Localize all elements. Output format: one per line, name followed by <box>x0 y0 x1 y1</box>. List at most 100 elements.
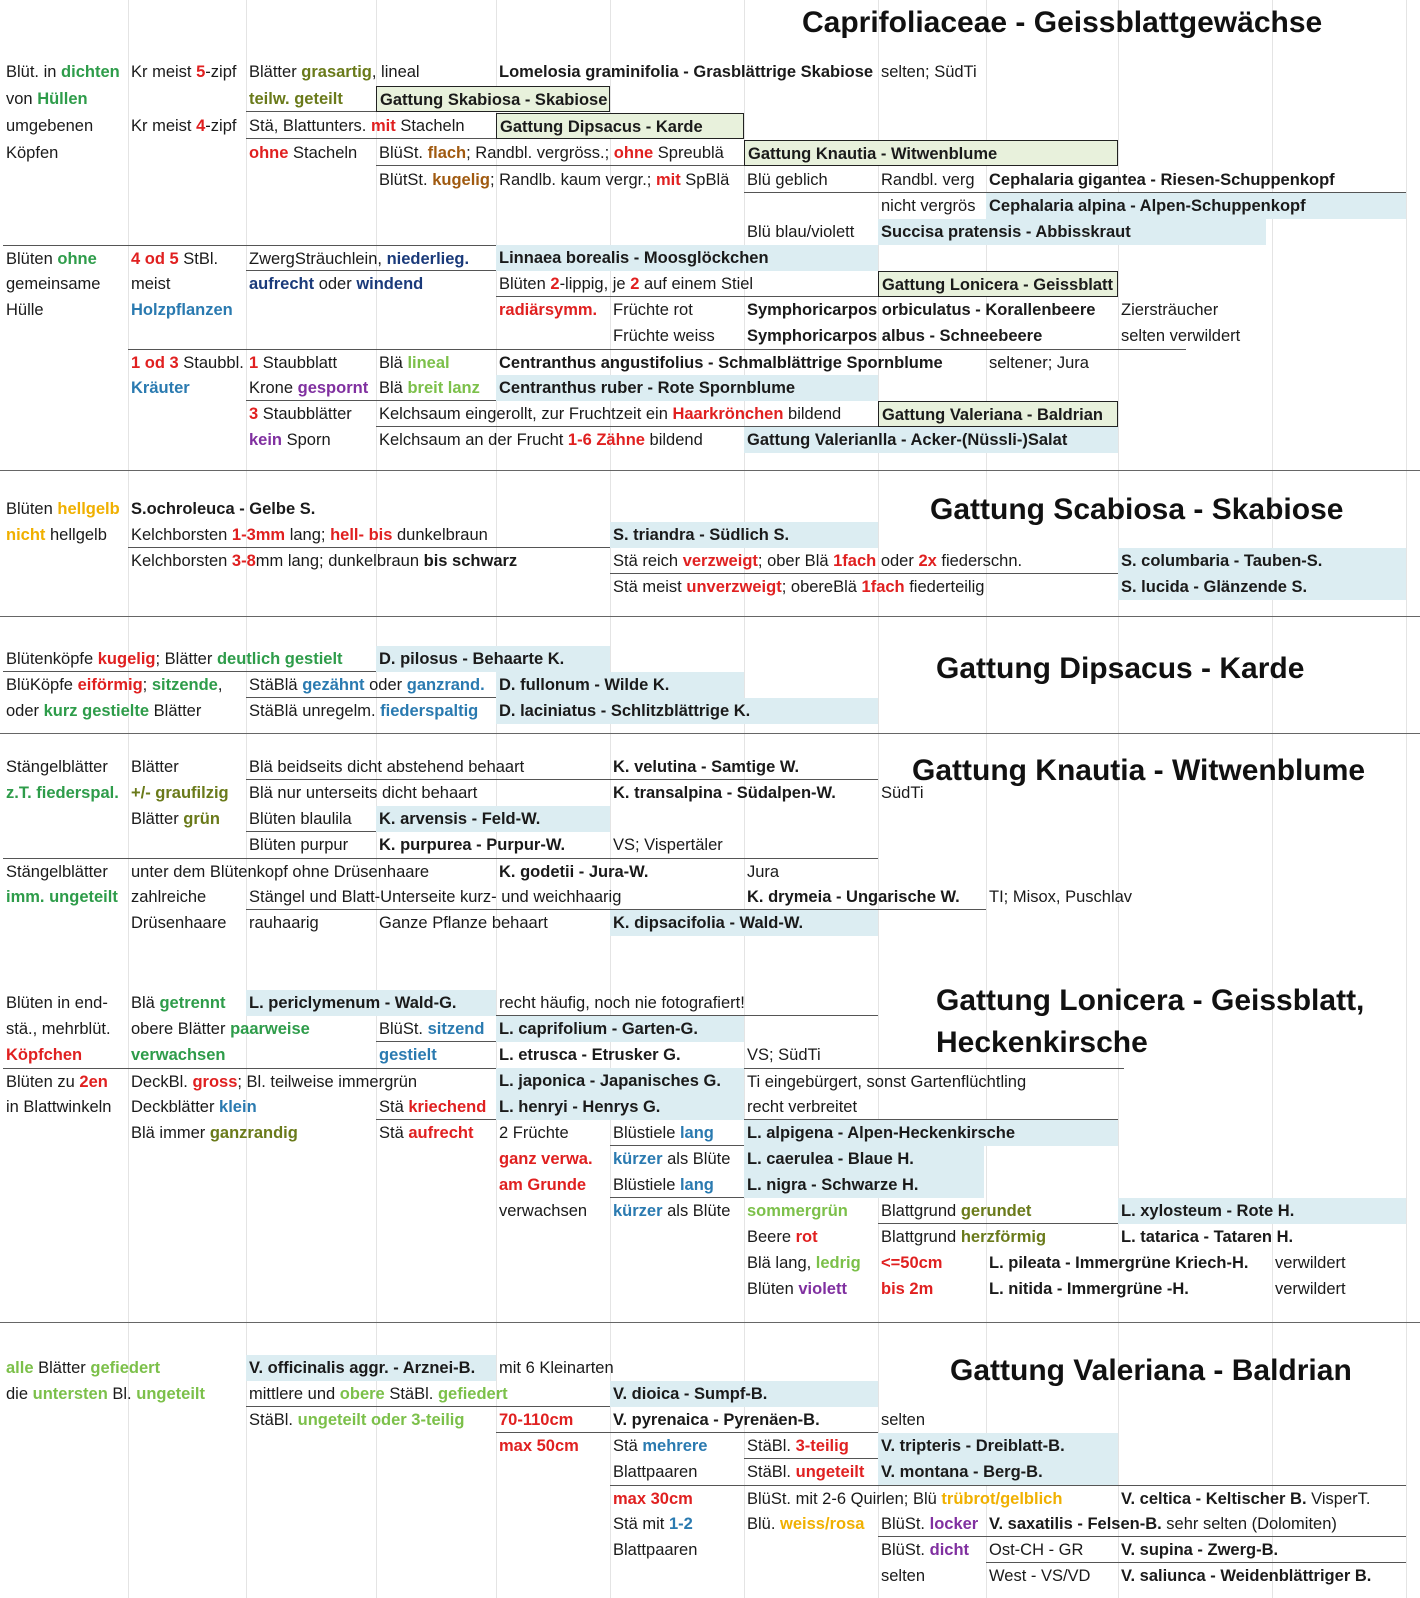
table-cell[interactable]: meist <box>128 271 246 297</box>
table-cell[interactable]: Blä lineal <box>376 349 496 375</box>
table-cell[interactable]: aufrecht oder windend <box>246 271 496 297</box>
table-cell[interactable]: Blattpaaren <box>610 1537 744 1563</box>
table-cell[interactable]: D. laciniatus - Schlitzblättrige K. <box>496 698 878 724</box>
table-cell[interactable]: selten <box>878 1563 986 1589</box>
table-cell[interactable]: imm. ungeteilt <box>3 884 128 910</box>
table-cell[interactable]: StäBl. 3-teilig <box>744 1433 878 1459</box>
table-cell[interactable]: Stä meist unverzweigt; obereBlä 1fach fi… <box>610 574 1118 600</box>
table-cell[interactable]: BlüSt. sitzend <box>376 1016 496 1042</box>
table-cell[interactable]: StäBlä gezähnt oder ganzrand. <box>246 672 496 698</box>
table-cell[interactable]: seltener; Jura <box>986 349 1186 375</box>
table-cell[interactable]: Symphoricarpos orbiculatus - Korallenbee… <box>744 297 1118 323</box>
table-cell[interactable]: L. nitida - Immergrüne -H. <box>986 1276 1272 1302</box>
table-cell[interactable]: mittlere und obere StäBl. gefiedert <box>246 1381 610 1407</box>
table-cell[interactable]: Ost-CH - GR <box>986 1537 1118 1563</box>
table-cell[interactable]: Gattung Knautia - Witwenblume <box>744 140 1118 166</box>
table-cell[interactable]: z.T. fiederspal. <box>3 780 128 806</box>
table-cell[interactable]: Köpfchen <box>3 1042 128 1068</box>
table-cell[interactable]: 2 Früchte <box>496 1120 610 1146</box>
table-cell[interactable]: ohne Stacheln <box>246 140 376 166</box>
table-cell[interactable]: BlütSt. kugelig; Randlb. kaum vergr.; mi… <box>376 167 744 193</box>
table-cell[interactable]: Symphoricarpos albus - Schneebeere <box>744 323 1118 349</box>
table-cell[interactable]: S. lucida - Glänzende S. <box>1118 574 1406 600</box>
table-cell[interactable]: Blüten zu 2en <box>3 1068 128 1094</box>
table-cell[interactable]: S. triandra - Südlich S. <box>610 522 878 548</box>
table-cell[interactable]: selten verwildert <box>1118 323 1318 349</box>
table-cell[interactable]: die untersten Bl. ungeteilt <box>3 1381 246 1407</box>
table-cell[interactable]: Früchte weiss <box>610 323 744 349</box>
table-cell[interactable]: Blüten hellgelb <box>3 496 128 522</box>
table-cell[interactable]: Blü geblich <box>744 167 878 193</box>
table-cell[interactable]: Kräuter <box>128 375 246 401</box>
table-cell[interactable]: BlüSt. mit 2-6 Quirlen; Blü trübrot/gelb… <box>744 1485 1118 1511</box>
table-cell[interactable]: obere Blätter paarweise <box>128 1016 376 1042</box>
table-cell[interactable]: VS; SüdTi <box>744 1042 944 1068</box>
table-cell[interactable]: recht häufig, noch nie fotografiert! <box>496 990 878 1016</box>
table-cell[interactable]: ganz verwa. <box>496 1146 610 1172</box>
table-cell[interactable]: West - VS/VD <box>986 1563 1118 1589</box>
table-cell[interactable]: V. tripteris - Dreiblatt-B. <box>878 1433 1118 1459</box>
table-cell[interactable]: max 30cm <box>610 1485 744 1511</box>
table-cell[interactable]: verwachsen <box>496 1198 610 1224</box>
table-cell[interactable]: Kelchsaum eingerollt, zur Fruchtzeit ein… <box>376 401 878 427</box>
table-cell[interactable]: Centranthus ruber - Rote Spornblume <box>496 375 878 401</box>
table-cell[interactable]: Gattung Lonicera - Geissblatt <box>878 271 1118 297</box>
table-cell[interactable]: Blä beidseits dicht abstehend behaart <box>246 754 610 780</box>
table-cell[interactable]: <=50cm <box>878 1250 986 1276</box>
table-cell[interactable]: L. caprifolium - Garten-G. <box>496 1016 744 1042</box>
table-cell[interactable]: Kr meist 4-zipf <box>128 113 246 139</box>
table-cell[interactable]: radiärsymm. <box>496 297 610 323</box>
table-cell[interactable]: BlüKöpfe eiförmig; sitzende, <box>3 672 246 698</box>
table-cell[interactable]: L. henryi - Henrys G. <box>496 1094 744 1120</box>
table-cell[interactable]: Blüt. in dichten <box>3 59 128 85</box>
table-cell[interactable]: Ganze Pflanze behaart <box>376 910 610 936</box>
table-cell[interactable]: verwachsen <box>128 1042 376 1068</box>
table-cell[interactable]: Stä mehrere <box>610 1433 744 1459</box>
table-cell[interactable]: Kelchborsten 1-3mm lang; hell- bis dunke… <box>128 522 610 548</box>
table-cell[interactable]: V. pyrenaica - Pyrenäen-B. <box>610 1407 878 1433</box>
table-cell[interactable]: Succisa pratensis - Abbisskraut <box>878 219 1266 245</box>
table-cell[interactable]: 1 od 3 Staubbl. <box>128 349 246 375</box>
table-cell[interactable]: K. godetii - Jura-W. <box>496 858 744 884</box>
table-cell[interactable]: unter dem Blütenkopf ohne Drüsenhaare <box>128 858 496 884</box>
table-cell[interactable]: umgebenen <box>3 113 128 139</box>
table-cell[interactable]: V. celtica - Keltischer B. VisperT. <box>1118 1485 1406 1511</box>
table-cell[interactable]: Beere rot <box>744 1224 878 1250</box>
table-cell[interactable]: L. nigra - Schwarze H. <box>744 1172 984 1198</box>
table-cell[interactable]: Stä aufrecht <box>376 1120 496 1146</box>
table-cell[interactable]: V. dioica - Sumpf-B. <box>610 1381 878 1407</box>
table-cell[interactable]: BlüSt. flach; Randbl. vergröss.; ohne Sp… <box>376 140 744 166</box>
table-cell[interactable]: 3 Staubblätter <box>246 401 376 427</box>
table-cell[interactable]: 70-110cm <box>496 1407 610 1433</box>
table-cell[interactable]: Blattgrund gerundet <box>878 1198 1118 1224</box>
table-cell[interactable]: recht verbreitet <box>744 1094 1118 1120</box>
table-cell[interactable]: rauhaarig <box>246 910 376 936</box>
table-cell[interactable]: Blattgrund herzförmig <box>878 1224 1118 1250</box>
table-cell[interactable]: Deckblätter klein <box>128 1094 376 1120</box>
table-cell[interactable]: L. tatarica - Tataren H. <box>1118 1224 1406 1250</box>
table-cell[interactable]: K. purpurea - Purpur-W. <box>376 832 610 858</box>
table-cell[interactable]: Blüten in end- <box>3 990 128 1016</box>
table-cell[interactable]: StäBl. ungeteilt oder 3-teilig <box>246 1407 496 1433</box>
table-cell[interactable]: Hülle <box>3 297 128 323</box>
table-cell[interactable]: Cephalaria alpina - Alpen-Schuppenkopf <box>986 193 1406 219</box>
table-cell[interactable]: verwildert <box>1272 1250 1406 1276</box>
table-cell[interactable]: TI; Misox, Puschlav <box>986 884 1246 910</box>
table-cell[interactable]: Blüten 2-lippig, je 2 auf einem Stiel <box>496 271 878 297</box>
table-cell[interactable]: Stängelblätter <box>3 754 128 780</box>
table-cell[interactable]: D. fullonum - Wilde K. <box>496 672 744 698</box>
table-cell[interactable]: selten <box>878 1407 978 1433</box>
table-cell[interactable]: K. drymeia - Ungarische W. <box>744 884 986 910</box>
table-cell[interactable]: Blattpaaren <box>610 1459 744 1485</box>
table-cell[interactable]: Stä mit 1-2 <box>610 1511 744 1537</box>
table-cell[interactable]: teilw. geteilt <box>246 86 376 112</box>
table-cell[interactable]: StäBl. ungeteilt <box>744 1459 878 1485</box>
table-cell[interactable]: K. dipsacifolia - Wald-W. <box>610 910 878 936</box>
table-cell[interactable]: gemeinsame <box>3 271 128 297</box>
table-cell[interactable]: Blüstiele lang <box>610 1120 744 1146</box>
table-cell[interactable]: kein Sporn <box>246 427 376 453</box>
table-cell[interactable]: L. alpigena - Alpen-Heckenkirsche <box>744 1120 1118 1146</box>
table-cell[interactable]: Blätter <box>128 754 246 780</box>
table-cell[interactable]: selten; SüdTi <box>878 59 1078 85</box>
table-cell[interactable]: Blä immer ganzrandig <box>128 1120 376 1146</box>
